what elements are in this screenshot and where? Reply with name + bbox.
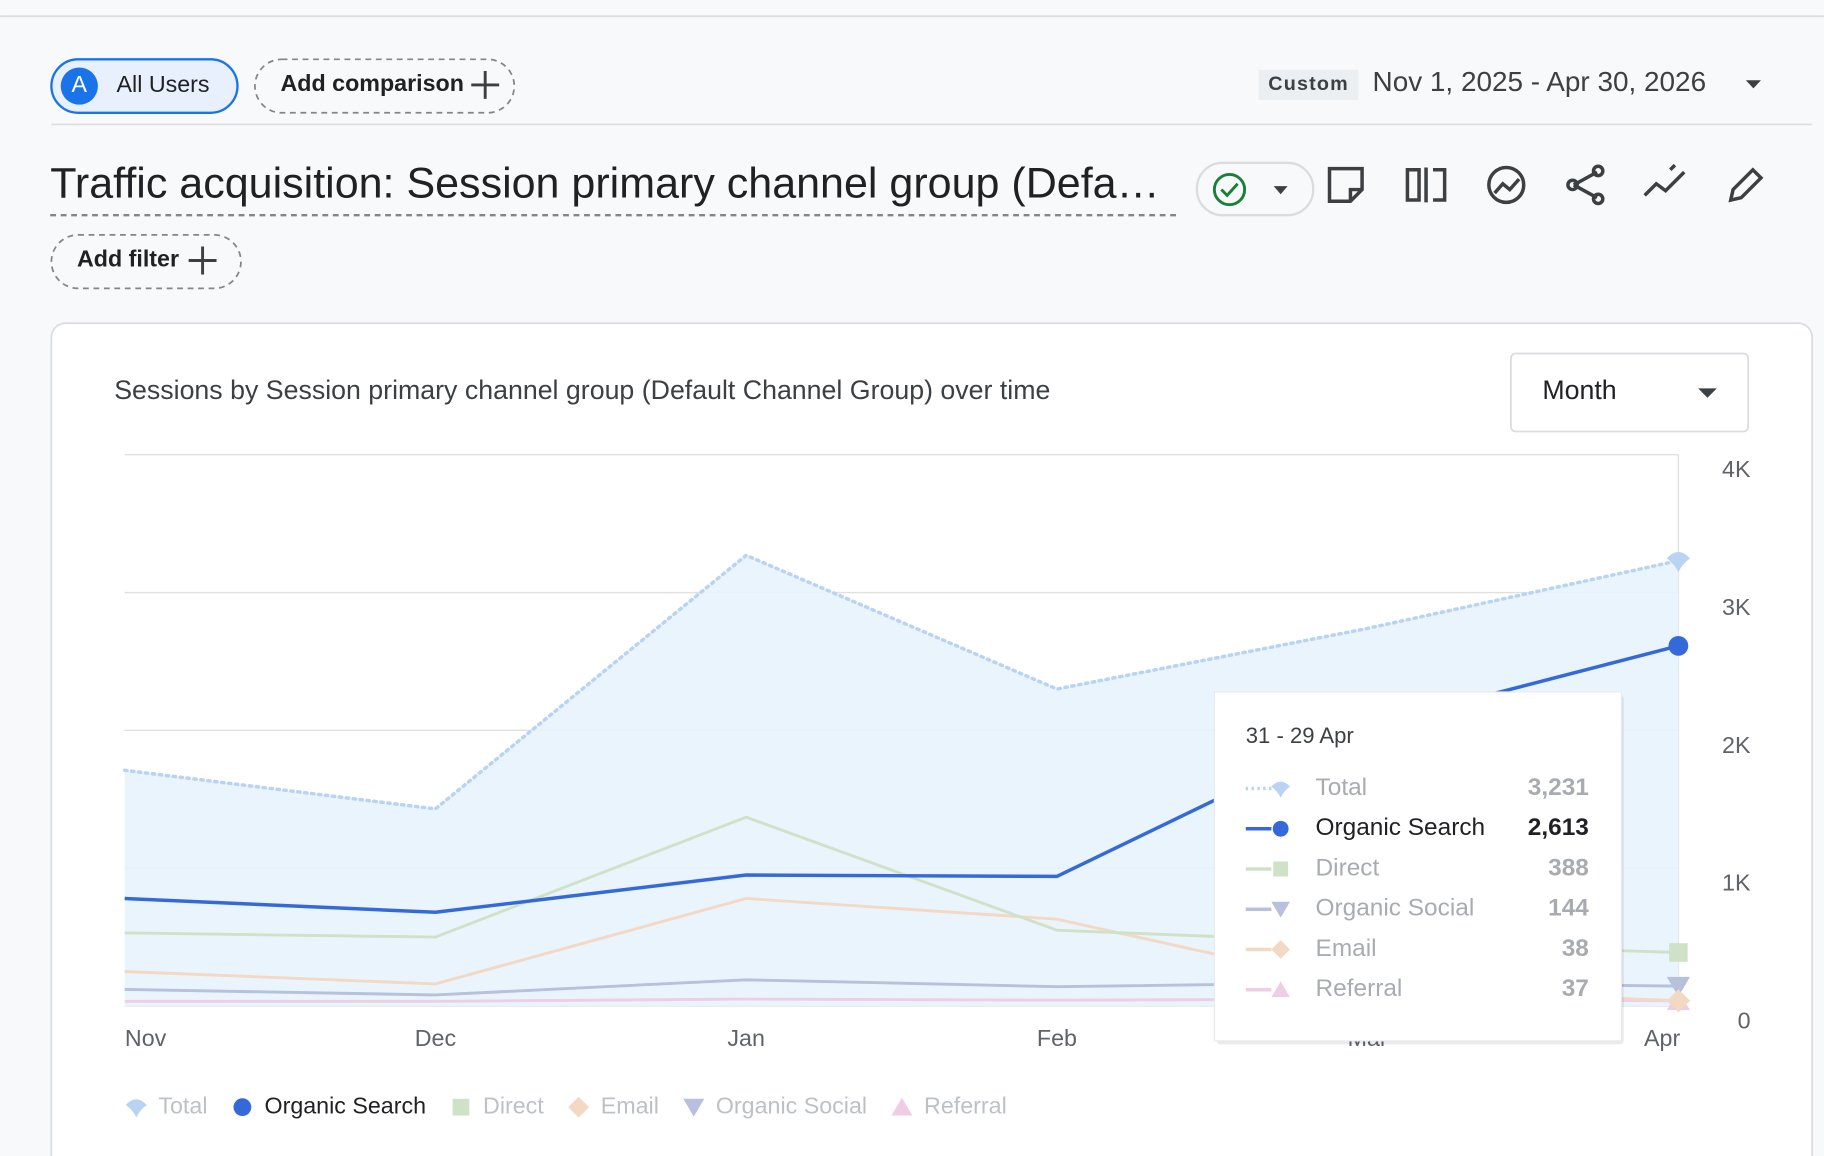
- interval-label: Month: [1542, 375, 1616, 405]
- legend-label[interactable]: Direct: [483, 1092, 544, 1118]
- check-mark: [1220, 182, 1239, 198]
- tooltip-series-name: Organic Social: [1316, 895, 1475, 922]
- x-tick-label: Jan: [727, 1025, 765, 1051]
- tooltip-value: 3,231: [1528, 774, 1589, 801]
- point-marker: [1669, 943, 1688, 962]
- x-tick-label: Apr: [1644, 1025, 1680, 1051]
- tooltip-marker: [1271, 981, 1290, 998]
- legend-label[interactable]: Organic Search: [265, 1092, 427, 1118]
- tooltip-value: 2,613: [1528, 814, 1589, 841]
- report-title: Traffic acquisition: Session primary cha…: [50, 159, 1159, 207]
- point-marker: [1666, 989, 1691, 1013]
- legend-label[interactable]: Organic Social: [716, 1092, 867, 1118]
- date-range[interactable]: Nov 1, 2025 - Apr 30, 2026: [1373, 66, 1707, 97]
- tooltip-title: 31 - 29 Apr: [1246, 723, 1354, 748]
- segment-pill[interactable]: [50, 58, 239, 114]
- point-marker: [1668, 635, 1689, 656]
- y-tick-label: 2K: [1722, 732, 1751, 758]
- status-caret: [1273, 186, 1288, 195]
- legend-label[interactable]: Referral: [924, 1092, 1007, 1118]
- legend-marker: [233, 1098, 252, 1117]
- compare-icon[interactable]: [1405, 167, 1447, 203]
- interval-dropdown[interactable]: [1510, 352, 1750, 433]
- y-tick-label: 1K: [1722, 870, 1751, 896]
- tooltip-value: 38: [1562, 935, 1589, 962]
- tooltip-series-name: Referral: [1316, 975, 1403, 1002]
- interval-caret: [1698, 388, 1717, 398]
- plus-icon: [471, 70, 500, 99]
- point-marker: [1666, 551, 1691, 573]
- y-tick-label: 0: [1738, 1007, 1751, 1033]
- date-caret[interactable]: [1745, 80, 1761, 89]
- tooltip-value: 37: [1562, 975, 1589, 1002]
- tooltip-marker: [1273, 861, 1289, 877]
- line: [122, 553, 1681, 811]
- status-pill[interactable]: [1195, 161, 1315, 217]
- y-tick-label: 3K: [1722, 594, 1751, 620]
- check-icon: [1212, 172, 1247, 207]
- x-tick-label: Nov: [125, 1025, 167, 1051]
- y-tick-label: 4K: [1722, 456, 1751, 482]
- legend-marker: [683, 1098, 705, 1117]
- segment-label: All Users: [117, 71, 210, 97]
- insights-icon[interactable]: [1643, 163, 1686, 197]
- plus-icon: [188, 246, 217, 275]
- explore-icon[interactable]: [1487, 165, 1526, 205]
- add-comparison-label: Add comparison: [281, 70, 464, 96]
- tooltip-series-name: Email: [1316, 935, 1377, 962]
- toolbar-icons: [1327, 163, 1764, 206]
- share-node: [1591, 164, 1605, 178]
- tooltip-value: 388: [1548, 854, 1589, 881]
- date-mode: Custom: [1268, 73, 1349, 95]
- explore-line: [1493, 177, 1521, 195]
- insight-icon[interactable]: [1327, 166, 1364, 203]
- tooltip-series-name: Organic Search: [1316, 814, 1486, 841]
- share-node: [1566, 178, 1579, 192]
- legend-label[interactable]: Total: [158, 1092, 207, 1118]
- edit-icon[interactable]: [1728, 167, 1764, 203]
- add-filter-label: Add filter: [77, 246, 179, 272]
- legend-marker: [125, 1099, 147, 1118]
- segment-initial: A: [72, 71, 88, 97]
- segment-avatar: [60, 67, 98, 105]
- legend-marker: [452, 1098, 470, 1116]
- add-filter-button[interactable]: [50, 234, 242, 290]
- add-comparison-button[interactable]: [254, 58, 516, 114]
- tooltip-series-name: Total: [1316, 774, 1368, 801]
- tooltip-series-name: Direct: [1316, 854, 1380, 881]
- legend-marker: [568, 1096, 590, 1118]
- x-tick-label: Dec: [415, 1025, 457, 1051]
- share-node: [1591, 192, 1605, 206]
- tooltip-marker: [1271, 901, 1290, 918]
- legend-label[interactable]: Email: [601, 1092, 659, 1118]
- legend-marker: [891, 1097, 913, 1116]
- point-marker: [1666, 976, 1691, 997]
- x-tick-label: Feb: [1037, 1025, 1077, 1051]
- tooltip-marker: [1271, 781, 1290, 798]
- date-mode-badge: [1258, 69, 1359, 101]
- chart-title: Sessions by Session primary channel grou…: [114, 375, 1050, 405]
- tooltip-marker: [1272, 820, 1289, 837]
- tooltip-value: 144: [1548, 895, 1589, 922]
